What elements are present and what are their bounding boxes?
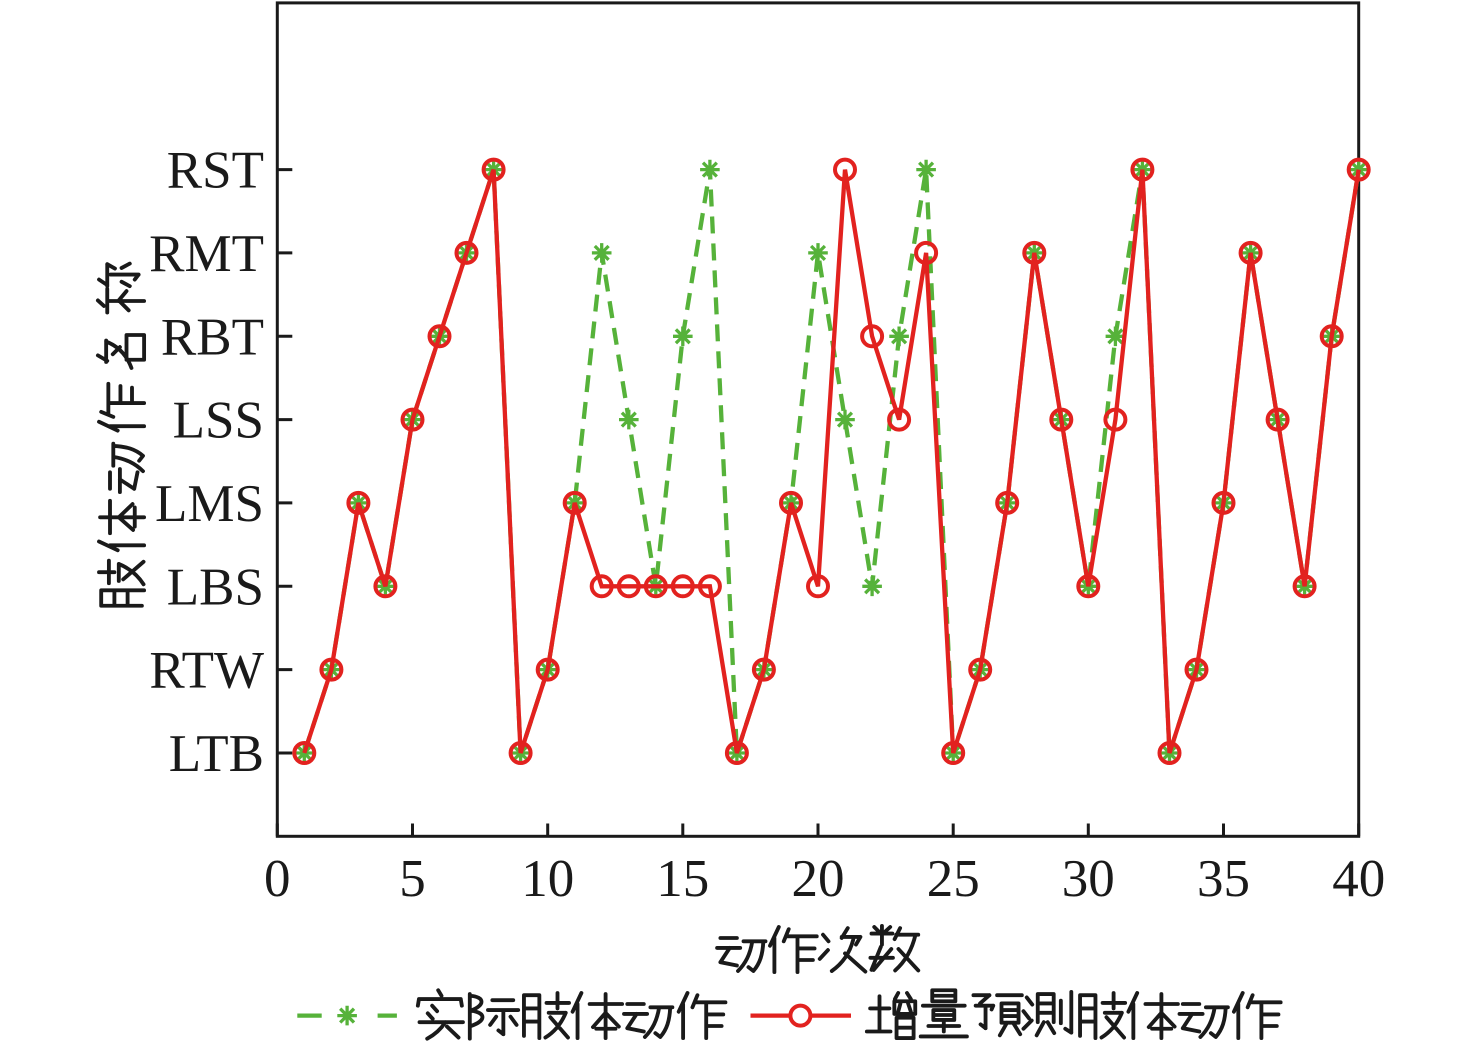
svg-text:10: 10 xyxy=(521,850,574,908)
svg-text:LBS: LBS xyxy=(167,558,264,616)
svg-text:RST: RST xyxy=(167,142,264,200)
svg-text:LMS: LMS xyxy=(155,475,264,533)
svg-text:RTW: RTW xyxy=(149,642,264,700)
svg-text:RMT: RMT xyxy=(149,225,264,283)
svg-text:0: 0 xyxy=(264,850,291,908)
svg-text:LSS: LSS xyxy=(173,392,264,450)
svg-text:35: 35 xyxy=(1197,850,1250,908)
svg-text:40: 40 xyxy=(1332,850,1385,908)
svg-text:25: 25 xyxy=(927,850,980,908)
svg-text:5: 5 xyxy=(399,850,426,908)
svg-text:20: 20 xyxy=(792,850,845,908)
svg-text:RBT: RBT xyxy=(161,308,264,366)
svg-text:30: 30 xyxy=(1062,850,1115,908)
svg-text:15: 15 xyxy=(656,850,709,908)
svg-text:LTB: LTB xyxy=(169,725,264,783)
